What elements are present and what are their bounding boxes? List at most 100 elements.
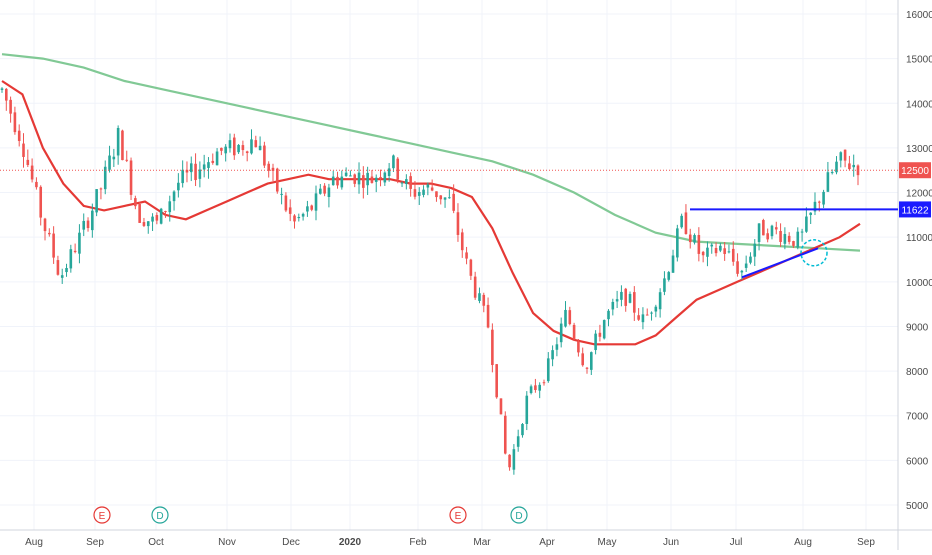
- candle[interactable]: [134, 195, 137, 210]
- candle[interactable]: [254, 135, 258, 148]
- candle[interactable]: [465, 246, 468, 265]
- candle[interactable]: [26, 149, 30, 168]
- candle[interactable]: [706, 241, 709, 267]
- candle[interactable]: [396, 157, 400, 184]
- candle[interactable]: [830, 169, 834, 175]
- candle[interactable]: [198, 161, 202, 188]
- candle[interactable]: [572, 322, 576, 341]
- candle[interactable]: [211, 153, 215, 165]
- candle[interactable]: [650, 311, 653, 321]
- candle[interactable]: [611, 298, 615, 316]
- candle[interactable]: [362, 166, 365, 199]
- candle[interactable]: [250, 129, 253, 155]
- candle[interactable]: [594, 330, 597, 355]
- candle[interactable]: [232, 133, 236, 160]
- candle[interactable]: [822, 189, 825, 209]
- candle[interactable]: [460, 228, 464, 258]
- candle[interactable]: [813, 192, 817, 216]
- candle[interactable]: [740, 269, 744, 280]
- candle[interactable]: [30, 158, 34, 183]
- candle[interactable]: [267, 161, 270, 178]
- candle[interactable]: [637, 308, 640, 321]
- candle[interactable]: [189, 156, 193, 182]
- candle[interactable]: [839, 151, 843, 168]
- candle[interactable]: [762, 218, 765, 236]
- candle[interactable]: [13, 106, 17, 135]
- candle[interactable]: [667, 270, 671, 282]
- candle[interactable]: [577, 338, 580, 357]
- candle[interactable]: [723, 241, 726, 261]
- candle[interactable]: [581, 347, 585, 367]
- candle[interactable]: [766, 228, 769, 243]
- candle[interactable]: [151, 213, 154, 231]
- candle[interactable]: [129, 157, 133, 201]
- candle[interactable]: [392, 154, 395, 172]
- candle[interactable]: [783, 227, 787, 250]
- candle[interactable]: [443, 197, 447, 208]
- candle[interactable]: [297, 213, 301, 222]
- candle[interactable]: [331, 170, 335, 186]
- candle[interactable]: [314, 185, 318, 221]
- candle[interactable]: [349, 170, 352, 177]
- candle[interactable]: [245, 150, 249, 162]
- candle[interactable]: [633, 286, 636, 321]
- candle[interactable]: [103, 160, 107, 195]
- candle[interactable]: [340, 170, 344, 190]
- candle[interactable]: [671, 249, 675, 273]
- candle[interactable]: [215, 148, 219, 166]
- candle[interactable]: [684, 204, 688, 235]
- candle[interactable]: [456, 203, 460, 242]
- candle[interactable]: [108, 145, 111, 173]
- candle[interactable]: [757, 223, 761, 251]
- candle[interactable]: [486, 297, 490, 329]
- candle[interactable]: [774, 221, 778, 235]
- candle[interactable]: [22, 133, 25, 168]
- candle[interactable]: [121, 129, 124, 161]
- candle[interactable]: [35, 177, 38, 190]
- candle[interactable]: [645, 308, 649, 316]
- candle[interactable]: [181, 160, 184, 188]
- candle[interactable]: [753, 239, 757, 266]
- candle[interactable]: [628, 291, 632, 304]
- candle[interactable]: [207, 157, 210, 179]
- candle[interactable]: [435, 191, 438, 202]
- candle[interactable]: [56, 255, 60, 276]
- candle[interactable]: [164, 210, 167, 218]
- candle[interactable]: [654, 304, 658, 318]
- candle[interactable]: [676, 224, 679, 262]
- candle[interactable]: [155, 212, 159, 225]
- candle[interactable]: [306, 200, 309, 217]
- candle[interactable]: [99, 187, 103, 200]
- candle[interactable]: [17, 124, 21, 147]
- candle[interactable]: [293, 214, 296, 229]
- dividend-marker[interactable]: D: [151, 506, 169, 524]
- candle[interactable]: [478, 287, 481, 304]
- candle[interactable]: [0, 87, 4, 93]
- candle[interactable]: [327, 183, 331, 208]
- candle[interactable]: [39, 185, 43, 226]
- candle[interactable]: [602, 319, 606, 340]
- candle[interactable]: [792, 240, 795, 249]
- candle[interactable]: [521, 423, 524, 438]
- candle[interactable]: [319, 184, 322, 195]
- candle[interactable]: [491, 323, 494, 373]
- candle[interactable]: [95, 189, 98, 217]
- candle[interactable]: [336, 171, 339, 189]
- candle[interactable]: [374, 174, 378, 193]
- dividend-marker[interactable]: D: [510, 506, 528, 524]
- candle[interactable]: [116, 125, 120, 165]
- candle[interactable]: [228, 133, 232, 153]
- candle[interactable]: [73, 243, 77, 254]
- candle[interactable]: [693, 233, 696, 245]
- candle[interactable]: [495, 363, 498, 399]
- candle[interactable]: [796, 227, 800, 250]
- candle[interactable]: [413, 180, 417, 200]
- candle[interactable]: [439, 195, 443, 205]
- candle[interactable]: [848, 155, 851, 171]
- candle[interactable]: [52, 226, 55, 264]
- candle[interactable]: [241, 140, 245, 156]
- candle[interactable]: [615, 290, 619, 309]
- candle[interactable]: [387, 162, 391, 182]
- candle[interactable]: [688, 228, 692, 249]
